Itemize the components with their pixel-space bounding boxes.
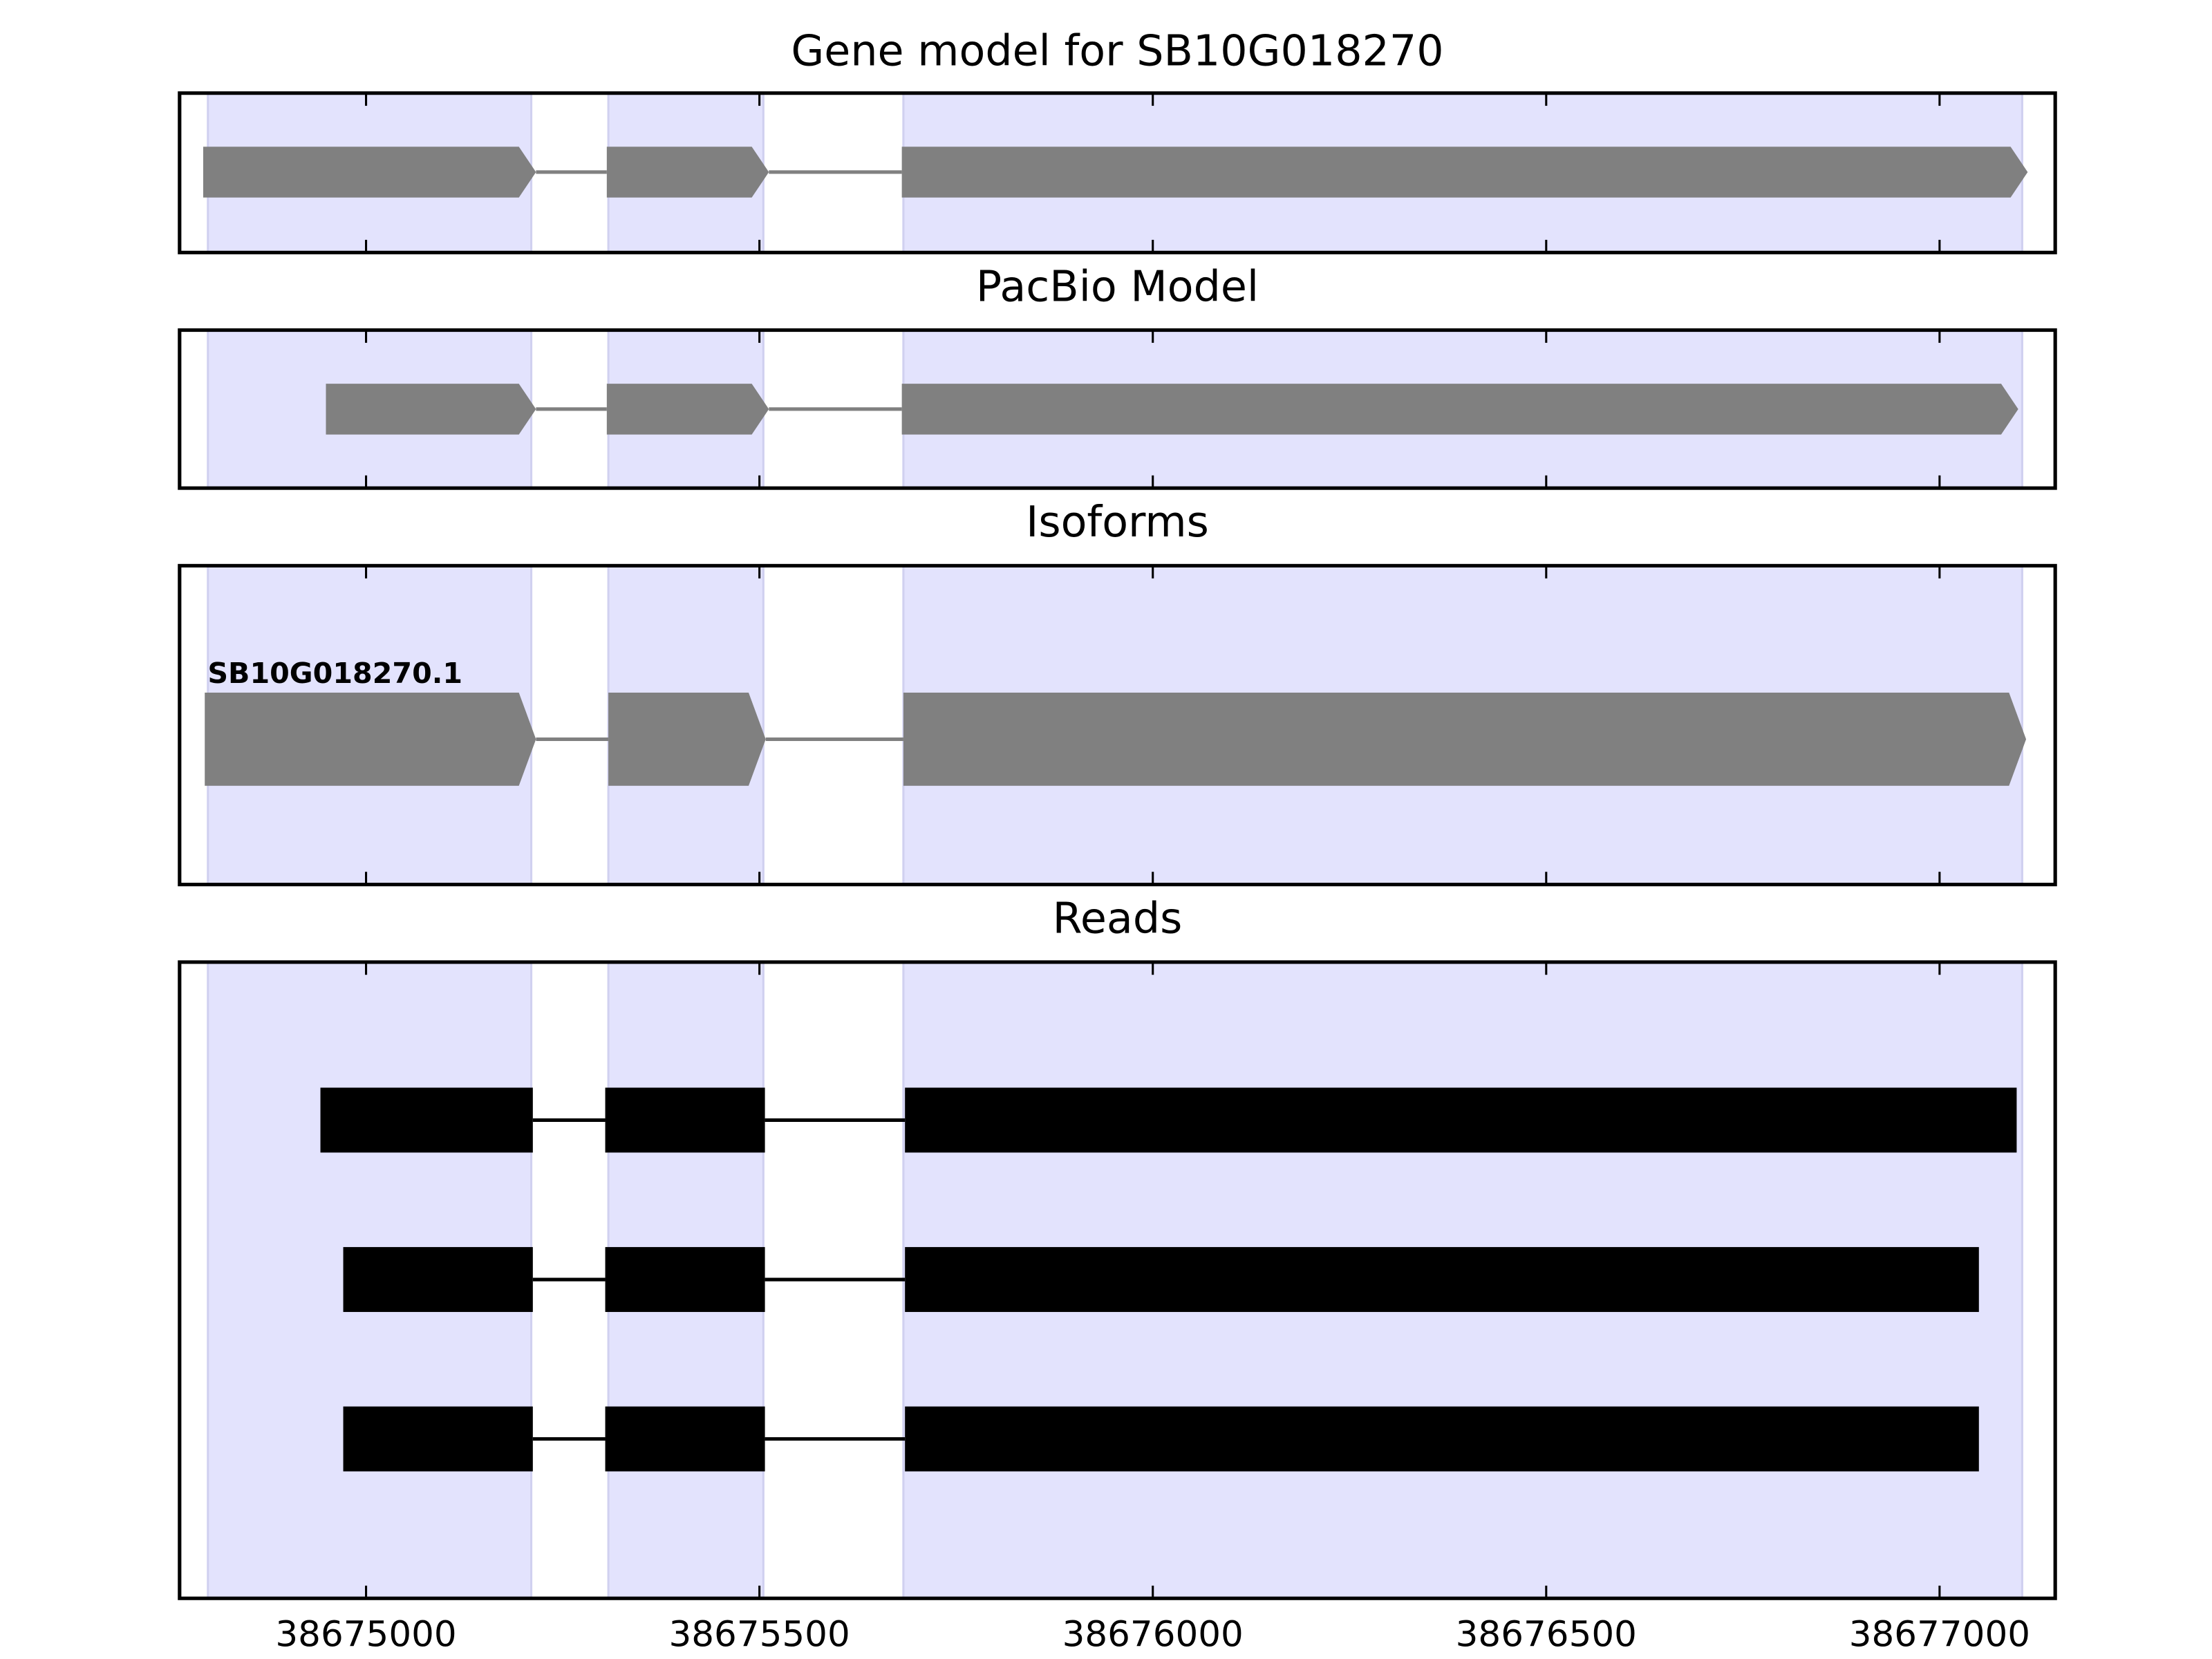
x-tick-label: 38677000: [1849, 1614, 2030, 1656]
exon: [320, 1087, 533, 1153]
x-tick-label: 38675500: [668, 1614, 850, 1656]
panel-title: Isoforms: [1026, 497, 1209, 547]
exon: [903, 693, 2027, 786]
exon: [905, 1247, 1979, 1312]
panel-title: PacBio Model: [976, 262, 1259, 312]
exon: [203, 147, 536, 198]
exon: [605, 1406, 765, 1472]
exon: [343, 1406, 533, 1472]
exon: [605, 1247, 765, 1312]
panel-frame: [178, 563, 2057, 887]
x-tick-label: 38676000: [1062, 1614, 1244, 1656]
panel-title: Gene model for SB10G018270: [791, 26, 1443, 76]
exon: [326, 384, 536, 435]
exon: [608, 693, 766, 786]
exon: [606, 147, 769, 198]
panel-frame: [178, 960, 2057, 1600]
panel-frame: [178, 91, 2057, 254]
x-tick-label: 38676500: [1456, 1614, 1637, 1656]
exon: [905, 1087, 2017, 1153]
exon: [606, 384, 769, 435]
panel-frame: [178, 328, 2057, 490]
x-tick-label: 38675000: [275, 1614, 456, 1656]
exon: [205, 693, 536, 786]
panel-title: Reads: [1053, 894, 1183, 944]
exon: [905, 1406, 1979, 1472]
exon: [901, 147, 2028, 198]
exon: [901, 384, 2018, 435]
exon: [605, 1087, 765, 1153]
exon: [343, 1247, 533, 1312]
feature-label: SB10G018270.1: [207, 657, 462, 690]
